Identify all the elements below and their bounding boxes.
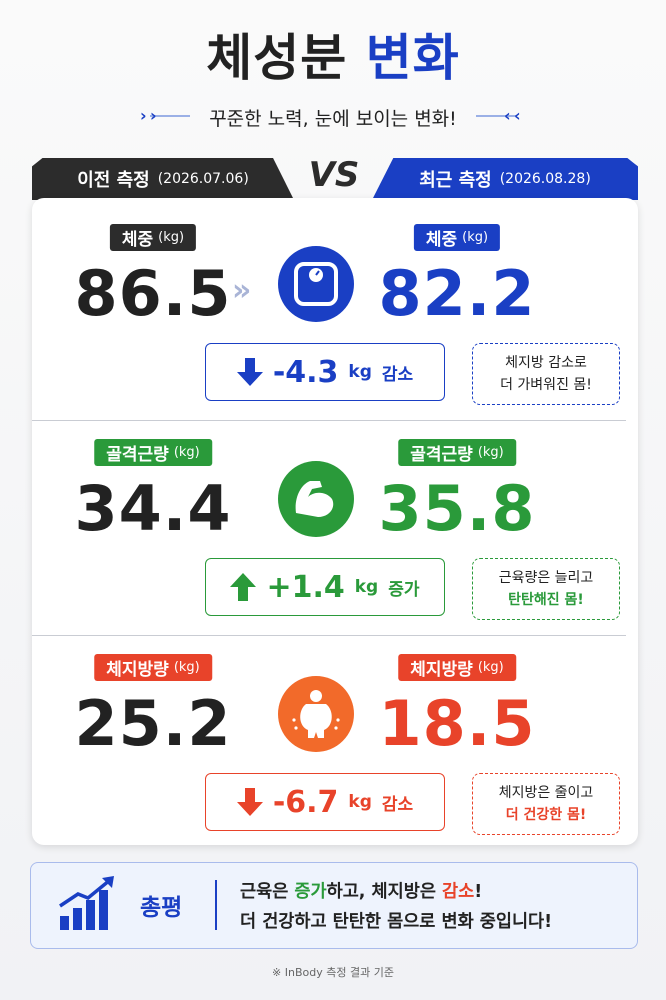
summary-text: ! [474, 882, 483, 902]
change-word: 감소 [381, 794, 414, 815]
summary-text: 하고, 체지방은 [326, 882, 443, 902]
note-line: 더 건강한 몸! [505, 807, 587, 823]
metric-name: 체중 [425, 230, 458, 250]
after-label: 최근 측정 [419, 170, 492, 191]
metric-unit: (kg) [462, 230, 489, 245]
change-word: 감소 [381, 364, 414, 385]
change-arrow [236, 788, 263, 816]
change-box: -6.7 kg 감소 [205, 773, 445, 831]
metric-unit: (kg) [158, 230, 185, 245]
before-value: 34.4 [74, 472, 232, 545]
divider [32, 420, 626, 421]
change-unit: kg [348, 792, 372, 812]
decor-line [150, 115, 190, 117]
after-pill: 골격근량 (kg) [398, 439, 516, 466]
change-value: -4.3 [272, 354, 339, 390]
chart-icon [59, 876, 114, 930]
change-value: -6.7 [272, 784, 339, 820]
metric-unit: (kg) [477, 445, 504, 460]
before-value: 86.5 [74, 257, 232, 330]
summary-text: 근육은 [240, 882, 295, 902]
divider [32, 635, 626, 636]
after-value: 18.5 [378, 687, 536, 760]
note-line: 더 가벼워진 몸! [500, 377, 592, 393]
summary-highlight: 증가 [294, 882, 327, 902]
before-date: (2026.07.06) [157, 171, 249, 187]
metric-name: 체지방량 [106, 660, 169, 680]
after-pill: 체중 (kg) [413, 224, 501, 251]
title-accent: 변화 [365, 29, 460, 87]
metric-unit: (kg) [173, 445, 200, 460]
chevron: ‹ [514, 106, 521, 125]
chevron: › [150, 106, 157, 125]
note-line: 체지방은 줄이고 [498, 785, 594, 801]
before-value: 25.2 [74, 687, 232, 760]
metric-name: 체지방량 [410, 660, 473, 680]
note-line: 체지방 감소로 [505, 355, 587, 371]
change-word: 증가 [388, 579, 420, 600]
note-line: 근육량은 늘리고 [498, 570, 594, 586]
chevron: › [140, 106, 147, 125]
change-value: +1.4 [266, 569, 345, 605]
after-pill: 체지방량 (kg) [398, 654, 516, 681]
subtitle: 꾸준한 노력, 눈에 보이는 변화! [209, 108, 457, 130]
metric-icon [278, 246, 354, 322]
summary-line2: 더 건강하고 탄탄한 몸으로 변화 중입니다! [240, 912, 553, 932]
title: 체성분 변화 [0, 18, 666, 90]
metric-icon [278, 676, 354, 752]
before-pill: 체중 (kg) [109, 224, 197, 251]
metric-name: 골격근량 [410, 445, 473, 465]
note-line: 탄탄해진 몸! [508, 592, 584, 608]
divider [215, 880, 217, 930]
metric-name: 골격근량 [106, 445, 169, 465]
metric-name: 체중 [121, 230, 154, 250]
before-pill: 골격근량 (kg) [94, 439, 212, 466]
footnote: ※ InBody 측정 결과 기준 [272, 966, 394, 979]
before-tab: 이전 측정 (2026.07.06) [32, 158, 294, 200]
before-label: 이전 측정 [77, 170, 150, 191]
metric-unit: (kg) [477, 660, 504, 675]
chevron: ‹ [504, 106, 511, 125]
after-date: (2026.08.28) [499, 171, 591, 187]
summary-box [30, 862, 638, 949]
vs-label: VS [308, 155, 360, 195]
after-value: 82.2 [378, 257, 536, 330]
before-pill: 체지방량 (kg) [94, 654, 212, 681]
title-main: 체성분 [206, 29, 348, 87]
after-value: 35.8 [378, 472, 536, 545]
change-box: -4.3 kg 감소 [205, 343, 445, 401]
change-arrow [236, 358, 263, 386]
change-unit: kg [354, 577, 379, 597]
summary-line1: 근육은 증가하고, 체지방은 감소! [240, 878, 482, 903]
metric-icon [278, 461, 354, 537]
change-arrow [230, 573, 257, 601]
metric-unit: (kg) [173, 660, 200, 675]
summary-highlight: 감소 [442, 882, 475, 902]
change-unit: kg [348, 362, 372, 382]
summary-label: 총평 [140, 895, 183, 921]
after-tab: 최근 측정 (2026.08.28) [372, 158, 638, 200]
chevron: » [232, 273, 252, 308]
change-box: +1.4 kg 증가 [205, 558, 445, 616]
decor-line [476, 115, 516, 117]
